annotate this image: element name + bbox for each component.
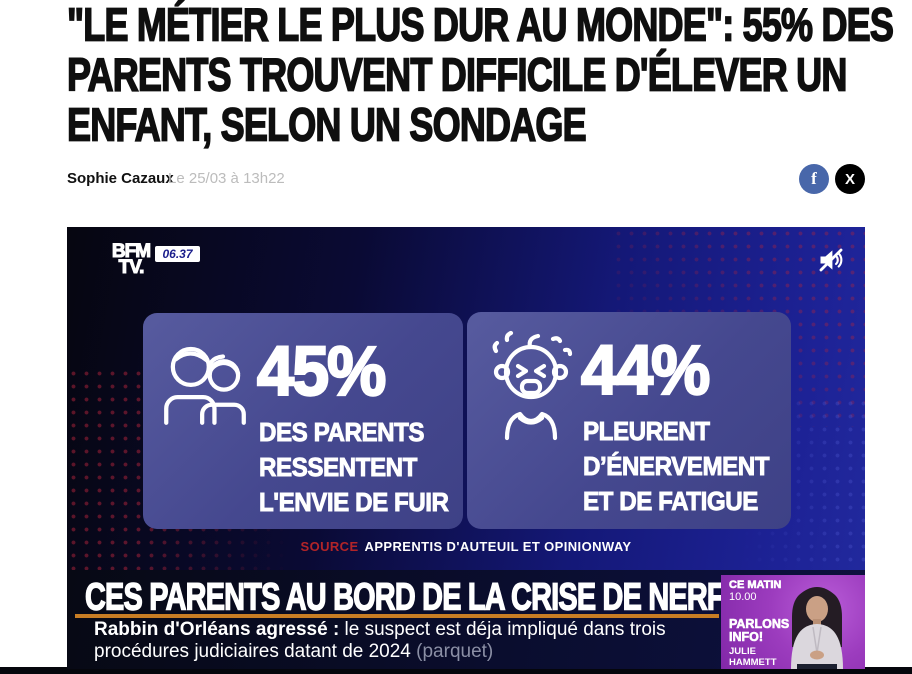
headline-line: "LE MÉTIER LE PLUS DUR AU MONDE": 55% DE… <box>66 0 894 52</box>
x-icon: X <box>844 170 855 188</box>
video-player[interactable]: BFM TV. 06.37 45% D <box>67 227 865 669</box>
mute-button[interactable] <box>817 246 845 274</box>
headline-line: ENFANT, SELON UN SONDAGE <box>66 97 587 152</box>
stat-card-parents: 45% DES PARENTS RESSENTENT L'ENVIE DE FU… <box>143 313 463 529</box>
stat-caption-line: PLEURENT <box>583 416 711 447</box>
promo-hour: 10.00 <box>729 591 757 603</box>
byline: Sophie Cazaux Le 25/03 à 13h22 <box>67 170 285 187</box>
program-promo: CE MATIN 10.00 PARLONS INFO! JULIE HAMME… <box>721 575 865 669</box>
stat-caption: DES PARENTS RESSENTENT L'ENVIE DE FUIR <box>259 415 450 520</box>
source-label: SOURCE <box>300 539 359 554</box>
stat-caption: PLEURENT D’ÉNERVEMENT ET DE FATIGUE <box>583 414 770 519</box>
parents-icon <box>164 346 246 425</box>
promo-show-line: PARLONS <box>729 617 790 631</box>
ticker-attribution: (parquet) <box>416 641 494 662</box>
muted-speaker-icon <box>819 248 843 272</box>
stat-caption-line: D’ÉNERVEMENT <box>583 451 770 482</box>
stat-caption-line: RESSENTENT <box>259 452 418 483</box>
publish-date: Le 25/03 à 13h22 <box>168 170 285 187</box>
broadcast-time: 06.37 <box>155 246 200 262</box>
facebook-icon: f <box>811 169 817 188</box>
next-section-edge <box>0 667 912 674</box>
article-headline: "LE MÉTIER LE PLUS DUR AU MONDE": 55% DE… <box>66 0 894 152</box>
promo-host-name: JULIE HAMMETT <box>729 646 789 668</box>
share-facebook-button[interactable]: f <box>799 164 829 194</box>
promo-show-name: PARLONS INFO! <box>729 617 790 644</box>
headline-line: PARENTS TROUVENT DIFFICILE D'ÉLEVER UN <box>66 47 848 102</box>
stat-caption-line: L'ENVIE DE FUIR <box>259 487 450 518</box>
ticker-topic: Rabbin d'Orléans agressé : <box>94 619 340 640</box>
bfm-logo-line2: TV. <box>118 257 145 278</box>
banner-underline <box>75 614 719 618</box>
crying-baby-icon <box>492 330 573 441</box>
stat-value: 45% <box>256 331 388 411</box>
source-text: APPRENTIS D'AUTEUIL ET OPINIONWAY <box>364 539 632 554</box>
host-photo <box>791 587 843 669</box>
share-x-button[interactable]: X <box>835 164 865 194</box>
stat-card-crying: 44% PLEURENT D’ÉNERVEMENT ET DE FATIGUE <box>467 312 791 529</box>
stat-caption-line: ET DE FATIGUE <box>583 486 759 517</box>
bfm-tv-logo: BFM TV. <box>111 241 151 278</box>
promo-show-line: INFO! <box>729 630 764 644</box>
author-link[interactable]: Sophie Cazaux <box>67 170 174 187</box>
promo-host-line: HAMMETT <box>729 656 777 668</box>
banner-headline: CES PARENTS AU BORD DE LA CRISE DE NERFS <box>84 575 743 618</box>
bfm-logo-line1: BFM <box>111 241 151 262</box>
stat-value: 44% <box>580 330 712 410</box>
stat-caption-line: DES PARENTS <box>259 417 425 448</box>
news-ticker: Rabbin d'Orléans agressé : le suspect es… <box>94 619 742 663</box>
source-line: SOURCE APPRENTIS D'AUTEUIL ET OPINIONWAY <box>67 539 865 554</box>
promo-daypart: CE MATIN <box>729 579 782 592</box>
ticker-text: le suspect est déja impliqué dans trois … <box>94 619 666 662</box>
promo-host-line: JULIE <box>729 646 756 657</box>
promo-text: CE MATIN 10.00 PARLONS INFO! JULIE HAMME… <box>729 579 790 668</box>
